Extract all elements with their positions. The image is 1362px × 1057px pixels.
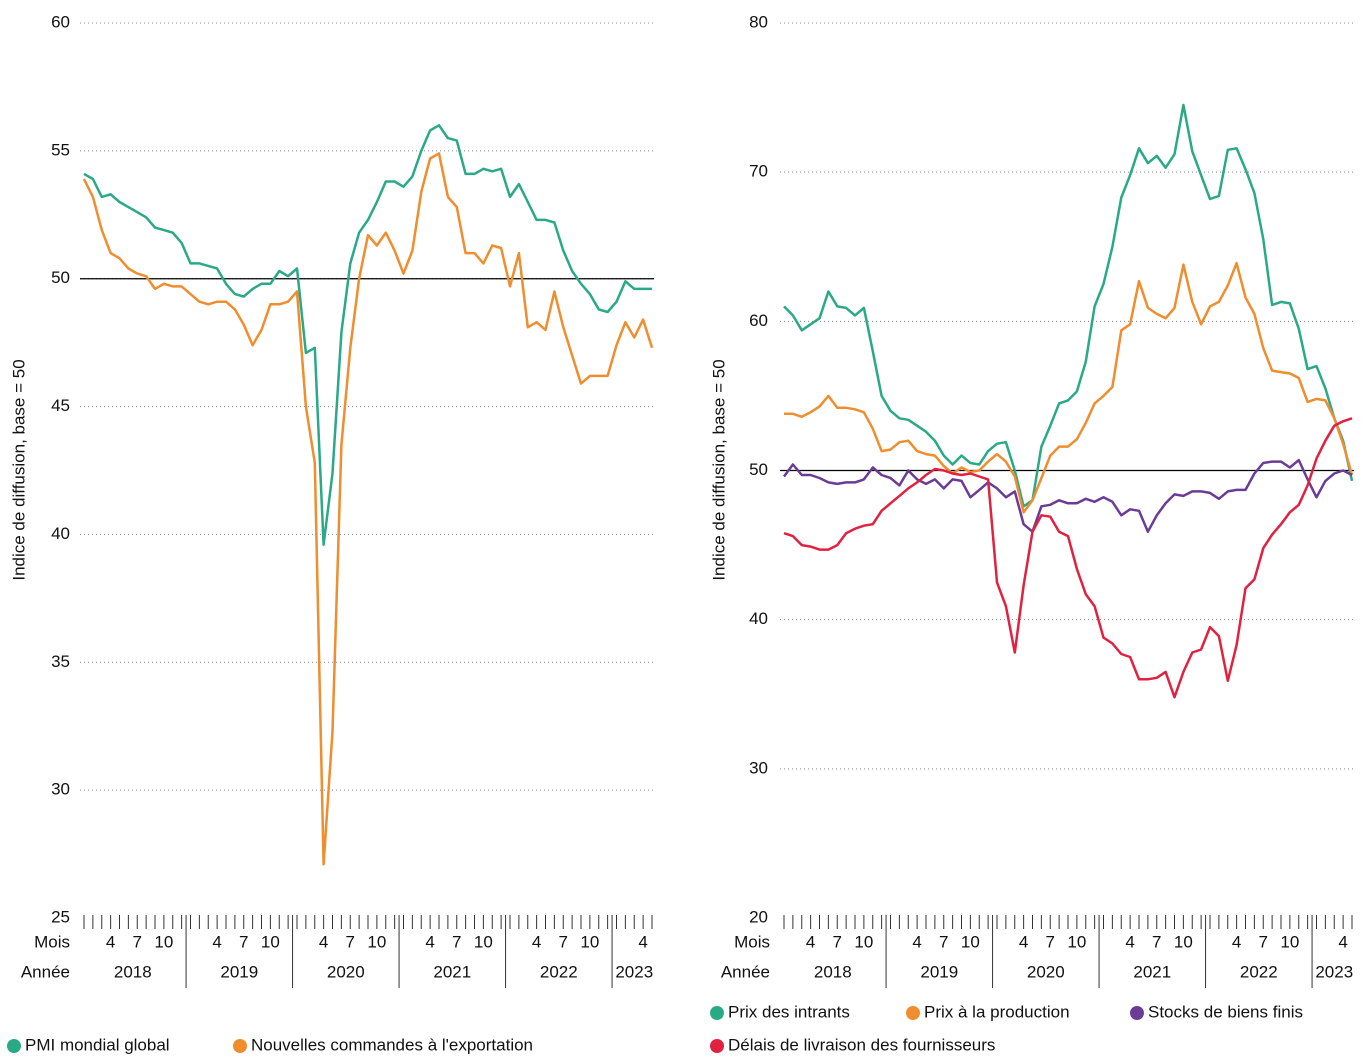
- year-label: 2020: [1027, 962, 1065, 981]
- x-tick-label: 10: [580, 932, 599, 951]
- x-tick-label: 7: [133, 932, 142, 951]
- year-label: 2020: [327, 962, 365, 981]
- year-label: 2023: [615, 962, 653, 981]
- legend-marker: [906, 1006, 920, 1020]
- x-tick-label: 4: [212, 932, 221, 951]
- x-tick-label: 4: [425, 932, 434, 951]
- x-tick-label: 7: [1152, 932, 1161, 951]
- legend-label: Nouvelles commandes à l'exportation: [251, 1035, 533, 1054]
- y-tick-label: 60: [749, 311, 768, 330]
- x-tick-label: 7: [346, 932, 355, 951]
- legend-marker: [710, 1006, 724, 1020]
- series-line: [782, 458, 1353, 533]
- y-tick-label: 50: [749, 460, 768, 479]
- y-tick-label: 60: [51, 12, 70, 31]
- x-tick-label: 4: [1125, 932, 1134, 951]
- x-axis-title: Mois: [34, 932, 70, 951]
- x-tick-label: 7: [452, 932, 461, 951]
- x-tick-label: 7: [833, 932, 842, 951]
- y-tick-label: 80: [749, 12, 768, 31]
- x-tick-label: 4: [1232, 932, 1241, 951]
- legend-marker: [233, 1039, 247, 1053]
- year-label: 2021: [433, 962, 471, 981]
- x-tick-label: 10: [961, 932, 980, 951]
- x-tick-label: 10: [854, 932, 873, 951]
- series-line: [783, 417, 1353, 699]
- year-label: 2019: [920, 962, 958, 981]
- year-label: 2022: [540, 962, 578, 981]
- year-label: 2023: [1315, 962, 1353, 981]
- x-tick-label: 7: [559, 932, 568, 951]
- legend-label: Prix à la production: [924, 1002, 1070, 1021]
- legend-marker: [710, 1039, 724, 1053]
- y-tick-label: 50: [51, 268, 70, 287]
- x-tick-label: 7: [1259, 932, 1268, 951]
- legend-label: Prix des intrants: [728, 1002, 850, 1021]
- x-tick-label: 10: [474, 932, 493, 951]
- x-tick-label: 4: [806, 932, 815, 951]
- x-axis-title: Année: [721, 962, 770, 981]
- series-line: [82, 152, 654, 866]
- x-tick-label: 7: [239, 932, 248, 951]
- year-label: 2018: [814, 962, 852, 981]
- y-axis-title: Indice de diffusion, base = 50: [9, 359, 28, 580]
- x-tick-label: 10: [1174, 932, 1193, 951]
- x-tick-label: 10: [1280, 932, 1299, 951]
- y-axis-title: Indice de diffusion, base = 50: [709, 359, 728, 580]
- x-tick-label: 10: [154, 932, 173, 951]
- x-tick-label: 10: [1067, 932, 1086, 951]
- year-label: 2018: [114, 962, 152, 981]
- x-tick-label: 4: [532, 932, 541, 951]
- legend-marker: [7, 1039, 21, 1053]
- x-axis-title: Année: [21, 962, 70, 981]
- x-tick-label: 7: [1046, 932, 1055, 951]
- y-tick-label: 40: [51, 524, 70, 543]
- year-label: 2019: [220, 962, 258, 981]
- y-tick-label: 35: [51, 652, 70, 671]
- y-tick-label: 30: [749, 758, 768, 777]
- year-label: 2021: [1133, 962, 1171, 981]
- x-tick-label: 7: [939, 932, 948, 951]
- y-tick-label: 40: [749, 609, 768, 628]
- y-tick-label: 45: [51, 396, 70, 415]
- x-tick-label: 10: [367, 932, 386, 951]
- y-tick-label: 20: [749, 907, 768, 926]
- x-tick-label: 4: [1019, 932, 1028, 951]
- x-tick-label: 4: [912, 932, 921, 951]
- legend-label: PMI mondial global: [25, 1035, 170, 1054]
- x-tick-label: 4: [1338, 932, 1347, 951]
- series-line: [784, 261, 1354, 514]
- y-tick-label: 70: [749, 162, 768, 181]
- x-tick-label: 4: [319, 932, 328, 951]
- series-line: [783, 103, 1354, 508]
- series-line: [83, 124, 652, 546]
- year-label: 2022: [1240, 962, 1278, 981]
- y-tick-label: 25: [51, 907, 70, 926]
- y-tick-label: 30: [51, 780, 70, 799]
- legend-label: Stocks de biens finis: [1148, 1002, 1303, 1021]
- x-axis-title: Mois: [734, 932, 770, 951]
- legend-marker: [1130, 1006, 1144, 1020]
- x-tick-label: 4: [638, 932, 647, 951]
- x-tick-label: 4: [106, 932, 115, 951]
- x-tick-label: 10: [261, 932, 280, 951]
- y-tick-label: 55: [51, 140, 70, 159]
- legend-label: Délais de livraison des fournisseurs: [728, 1035, 995, 1054]
